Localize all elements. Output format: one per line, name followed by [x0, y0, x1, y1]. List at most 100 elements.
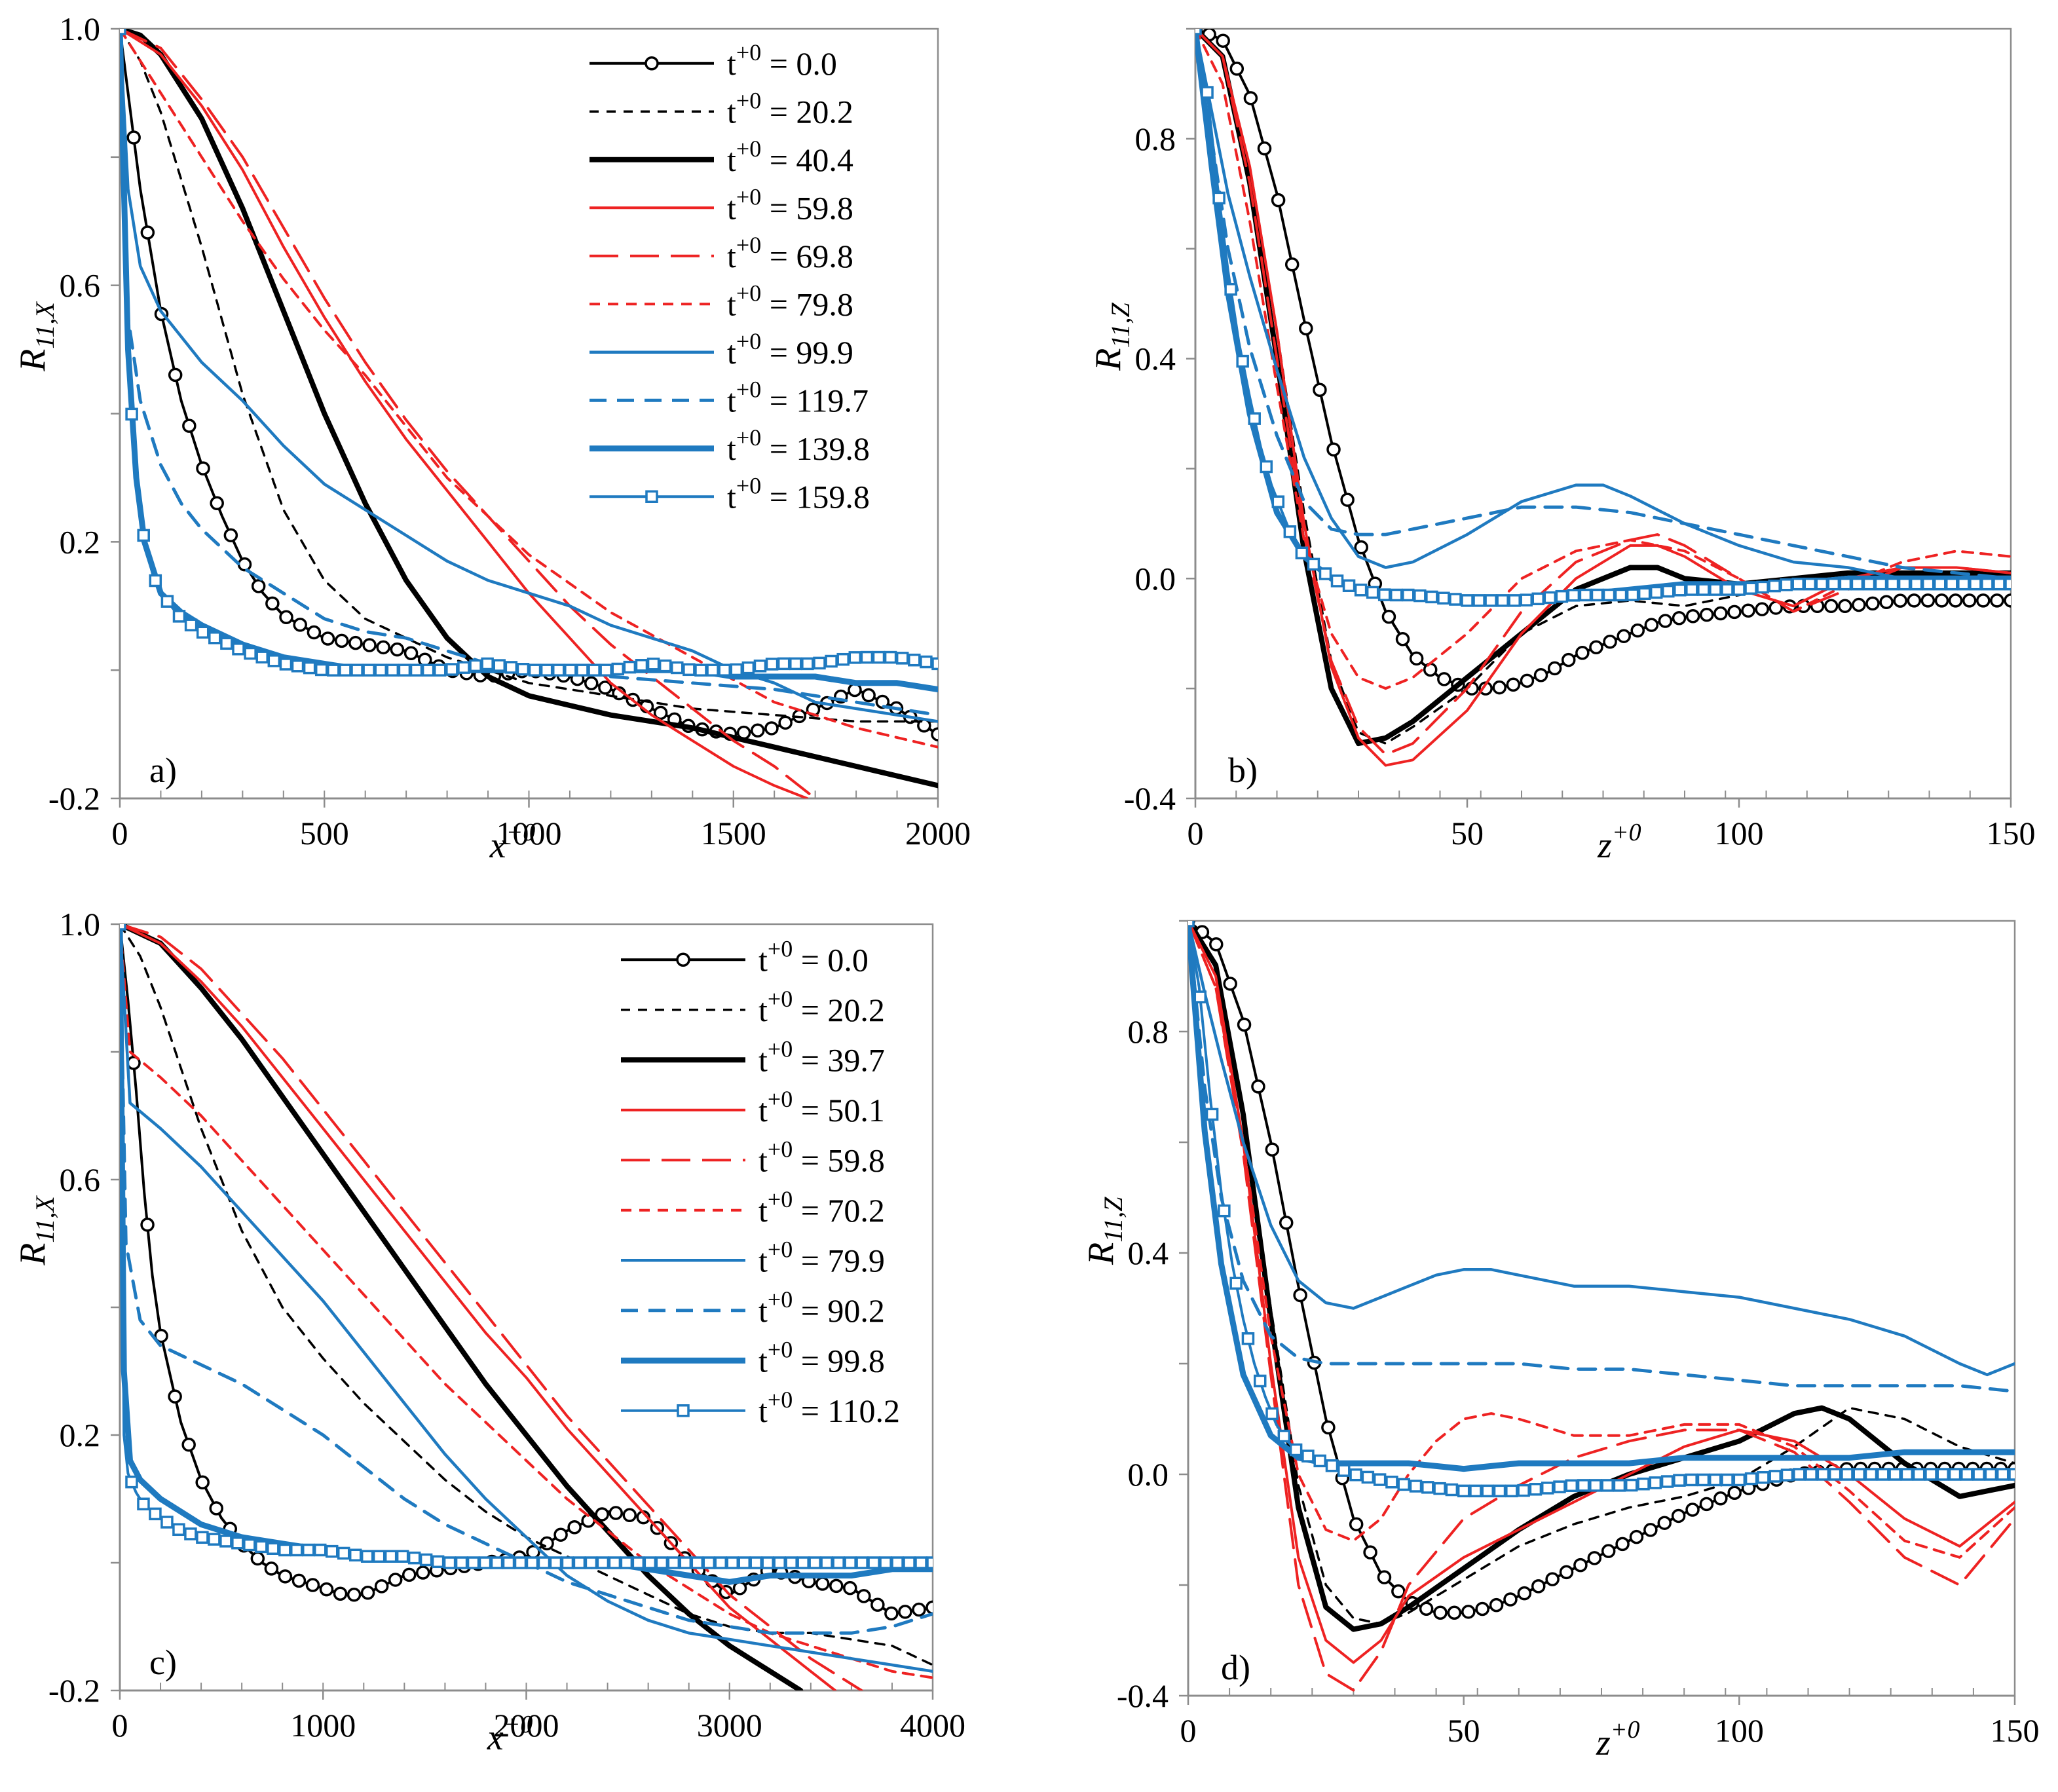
series-line-3: [1188, 921, 2015, 1632]
series-marker: [1780, 578, 1793, 591]
series-marker: [1349, 1468, 1362, 1482]
series-marker: [1216, 33, 1230, 48]
series-marker: [1969, 577, 1982, 591]
series-marker: [1193, 990, 1207, 1003]
series-marker: [267, 1542, 280, 1555]
series-marker: [279, 610, 293, 625]
series-marker: [1472, 594, 1486, 607]
x-tick-label: 150: [1991, 1712, 2040, 1749]
series-marker: [384, 1550, 398, 1563]
x-tick-label: 50: [1451, 815, 1484, 851]
series-marker: [1649, 1476, 1662, 1489]
series-marker: [360, 1550, 374, 1563]
series-marker: [303, 661, 316, 675]
series-marker: [738, 1556, 751, 1569]
series-marker: [149, 1507, 162, 1521]
series-marker: [407, 1551, 421, 1565]
series-marker: [631, 1556, 645, 1569]
y-tick-label: 1.0: [60, 10, 101, 47]
x-axis-title: x+0: [489, 819, 536, 866]
legend-label: t+0 = 20.2: [758, 986, 885, 1028]
series-marker: [160, 1516, 174, 1529]
series-marker: [1389, 588, 1403, 602]
legend-label: t+0 = 0.0: [727, 39, 837, 82]
series-marker: [126, 130, 141, 145]
legend-label: t+0 = 69.8: [727, 232, 853, 274]
y-tick-label: -0.2: [48, 780, 100, 817]
y-axis-title: R11,X: [12, 1195, 60, 1266]
series-marker: [1313, 383, 1327, 397]
series-marker: [1644, 618, 1659, 632]
series-marker: [1223, 977, 1237, 991]
x-tick-label: 3000: [697, 1707, 762, 1744]
y-axis-title: R11,X: [12, 301, 60, 372]
series-marker: [1805, 1468, 1818, 1481]
series-marker: [302, 1543, 315, 1557]
legend-label: t+0 = 79.9: [758, 1236, 885, 1279]
series-marker: [1713, 606, 1728, 621]
series-marker: [319, 1582, 334, 1597]
series-line-6: [1195, 29, 2011, 690]
series-marker: [584, 1556, 598, 1569]
series-marker: [1299, 321, 1313, 336]
x-tick-label: 50: [1448, 1712, 1480, 1749]
series-marker: [291, 660, 305, 673]
series-marker: [1248, 412, 1261, 425]
series-marker: [1590, 588, 1604, 602]
series-marker: [1920, 593, 1936, 608]
series-marker: [140, 1218, 155, 1232]
series-marker: [195, 1475, 210, 1489]
series-marker: [431, 1555, 445, 1569]
series-marker: [1984, 1468, 1998, 1481]
series-marker: [1838, 599, 1852, 613]
series-marker: [611, 662, 625, 676]
series-marker: [140, 225, 155, 240]
series-marker: [346, 1588, 362, 1602]
panel-letter: d): [1221, 1648, 1250, 1687]
series-marker: [1816, 1468, 1830, 1481]
series-marker: [1602, 588, 1616, 602]
series-marker: [1957, 577, 1970, 591]
series-marker: [1933, 577, 1947, 591]
series-line-6: [120, 924, 933, 1679]
series-marker: [773, 1556, 786, 1569]
series-marker: [764, 721, 779, 736]
series-marker: [386, 663, 400, 677]
series-marker: [1614, 588, 1628, 602]
series-marker: [154, 1328, 168, 1343]
series-marker: [293, 618, 307, 632]
series-marker: [1517, 1484, 1530, 1497]
chart-panel-1: 0 500 1000 1500 2000 -0.2 0.2 0.6 1.0 x+0 R11,X a) t…: [12, 10, 971, 866]
series-marker: [1419, 1601, 1434, 1616]
series-marker: [1589, 1479, 1602, 1492]
x-tick-label: 2000: [494, 1707, 559, 1744]
series-marker: [912, 1602, 926, 1617]
series-marker: [172, 610, 186, 623]
series-marker: [1934, 593, 1949, 608]
y-tick-label: -0.4: [1124, 780, 1176, 817]
series-marker: [820, 1556, 833, 1569]
legend-label: t+0 = 139.8: [727, 424, 870, 467]
series-marker: [608, 1556, 622, 1569]
series-marker: [232, 643, 245, 656]
series-marker: [1573, 1558, 1588, 1573]
legend-marker: [645, 56, 659, 71]
y-tick-label: 0.0: [1128, 1456, 1169, 1493]
series-marker: [504, 661, 518, 674]
series-marker: [1555, 589, 1569, 603]
x-tick-label: 2000: [905, 815, 971, 851]
series-marker: [403, 646, 419, 661]
series-marker: [1699, 1497, 1714, 1512]
legend-label: t+0 = 110.2: [758, 1387, 900, 1429]
series-marker: [251, 579, 266, 593]
series-marker: [1413, 589, 1427, 603]
series-marker: [1793, 1468, 1806, 1481]
y-tick-label: 0.6: [60, 1161, 101, 1198]
series-marker: [1565, 1479, 1579, 1493]
legend: t+0 = 0.0 t+0 = 20.2 t+0 = 40.4 t+0 = 59.8 t…: [589, 39, 870, 515]
series-marker: [1284, 257, 1300, 272]
series-marker: [1553, 1480, 1566, 1493]
series-marker: [872, 650, 886, 664]
series-line-3: [120, 29, 938, 789]
